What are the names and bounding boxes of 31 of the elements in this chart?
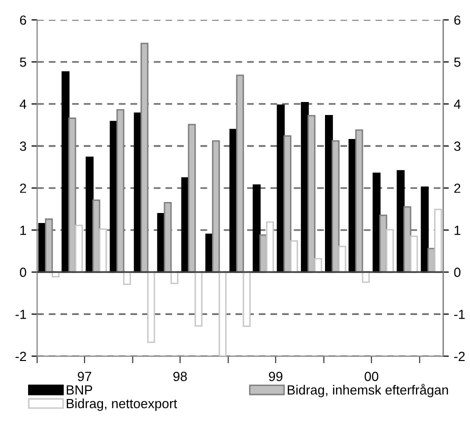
y2-tick-label: 2 — [454, 184, 460, 193]
y-tick-label: 2 — [20, 184, 26, 193]
x-tick-label: 99 — [268, 372, 282, 382]
y2-tick-label: 0 — [454, 268, 460, 278]
legend-label: BNP — [66, 385, 92, 394]
bar — [86, 156, 94, 273]
bar — [396, 170, 405, 273]
x-tick-label: 97 — [78, 372, 92, 382]
bar — [372, 172, 381, 273]
bar — [62, 71, 70, 273]
y-tick-label: 3 — [20, 142, 26, 151]
y2-tick-label: 4 — [454, 100, 461, 109]
legend-label: Bidrag, nettoexport — [66, 398, 178, 411]
y-tick-label: -1 — [16, 310, 26, 319]
y-tick-label: 0 — [20, 268, 26, 278]
y-tick-label: 4 — [20, 100, 26, 109]
y2-tick-label: 6 — [454, 15, 460, 25]
y2-tick-label: 1 — [454, 226, 460, 235]
y2-tick-label: 5 — [454, 58, 460, 67]
y2-tick-label: -1 — [454, 310, 465, 319]
bar — [252, 184, 261, 273]
y-tick-label: 5 — [20, 58, 26, 67]
y2-tick-label: 3 — [454, 142, 460, 151]
y2-tick-label: -2 — [454, 352, 465, 361]
y-tick-label: 1 — [20, 226, 26, 235]
x-tick-label: 98 — [173, 372, 187, 382]
bar — [420, 186, 429, 273]
x-tick-label: 00 — [364, 372, 378, 382]
y-tick-label: 6 — [20, 15, 26, 25]
y-tick-label: -2 — [16, 352, 26, 361]
legend-label: Bidrag, inhemsk efterfrågan — [288, 384, 448, 398]
